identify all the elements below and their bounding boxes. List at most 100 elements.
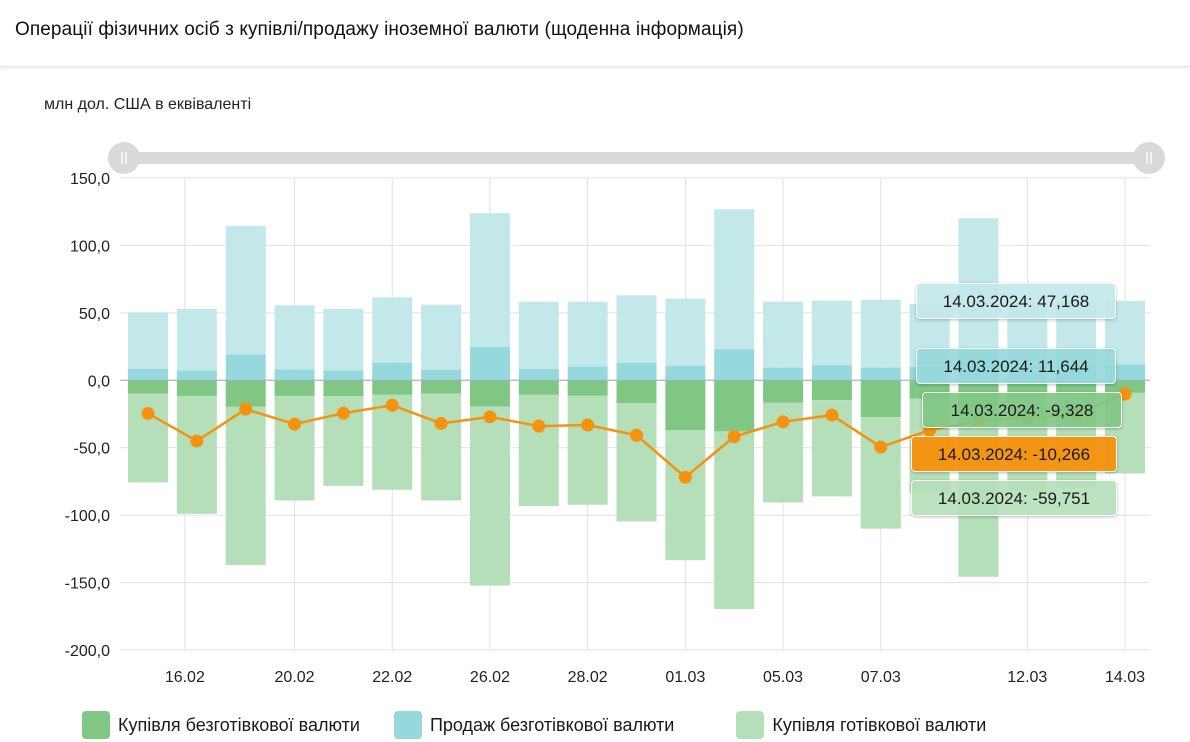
- bar-segment: [128, 368, 168, 381]
- bar-segment: [811, 380, 852, 401]
- bar-segment: [323, 308, 364, 371]
- legend-swatch: [736, 711, 765, 739]
- bar-segment: [860, 367, 901, 381]
- y-tick-label: 0,0: [88, 373, 110, 390]
- x-tick-label: 20.02: [275, 669, 315, 686]
- net-line-point: [434, 416, 448, 430]
- bar-segment: [176, 370, 217, 381]
- net-line-point: [727, 430, 741, 444]
- net-line-point: [190, 434, 204, 448]
- tooltip-box: 14.03.2024: 11,644: [916, 348, 1116, 384]
- x-tick-label: 01.03: [665, 669, 705, 686]
- bar-segment: [421, 369, 462, 381]
- bar-segment: [665, 380, 706, 431]
- y-tick-label: 150,0: [70, 171, 110, 188]
- bar-segment: [128, 380, 168, 394]
- bar-segment: [567, 366, 608, 381]
- bar-segment: [323, 370, 364, 381]
- bar-segment: [714, 349, 755, 381]
- bar-segment: [128, 312, 168, 369]
- bar-segment: [469, 213, 510, 347]
- legend-swatch: [393, 711, 422, 739]
- net-line-point: [874, 440, 888, 454]
- net-line-point: [141, 406, 155, 420]
- bar-segment: [616, 403, 657, 522]
- bar-segment: [225, 406, 266, 566]
- y-axis-unit-label: млн дол. США в еквіваленті: [44, 96, 252, 113]
- bar-segment: [616, 380, 657, 404]
- legend-item-cashless-buy[interactable]: Купівля безготівкової валюти: [82, 711, 360, 739]
- bar-segment: [372, 297, 413, 363]
- bar-segment: [518, 301, 559, 369]
- bar-segment: [567, 395, 608, 505]
- x-tick-label: 07.03: [861, 669, 901, 686]
- bar-segment: [225, 380, 266, 407]
- page-header: Операції фізичних осіб з купівлі/продажу…: [0, 0, 1190, 67]
- bar-segment: [274, 305, 315, 370]
- bar-segment: [567, 301, 608, 367]
- bar-segment: [860, 417, 901, 529]
- bar-segment: [225, 354, 266, 381]
- net-line-point: [678, 470, 692, 484]
- bar-segment: [714, 209, 755, 350]
- y-tick-label: 100,0: [70, 238, 110, 255]
- x-tick-label: 12.03: [1007, 669, 1047, 686]
- y-tick-label: -200,0: [65, 643, 110, 660]
- bar-segment: [518, 380, 559, 395]
- bar-segment: [225, 225, 266, 355]
- x-tick-label: 14.03: [1105, 669, 1145, 686]
- y-tick-label: -150,0: [65, 576, 110, 593]
- bar-segment: [469, 406, 510, 586]
- bar-segment: [665, 298, 706, 366]
- page-title: Операції фізичних осіб з купівлі/продажу…: [15, 19, 744, 40]
- bar-segment: [372, 362, 413, 381]
- bar-segment: [860, 299, 901, 368]
- tooltip-box: 14.03.2024: -59,751: [911, 480, 1117, 516]
- x-tick-label: 16.02: [165, 669, 205, 686]
- y-axis: 150,0 100,0 50,0 0,0 -50,0 -100,0 -150,0 -200,0: [65, 171, 110, 660]
- bar-segment: [274, 369, 315, 381]
- bar-segment: [763, 301, 804, 368]
- y-tick-label: 50,0: [79, 306, 110, 323]
- x-tick-label: 22.02: [372, 669, 412, 686]
- legend-item-cash-buy[interactable]: Купівля готівкової валюти: [736, 711, 986, 739]
- bar-segment: [274, 380, 315, 396]
- bar-segment: [323, 380, 364, 397]
- bar-segment: [176, 308, 217, 371]
- net-line-point: [385, 398, 399, 412]
- bar-segment: [860, 380, 901, 418]
- bar-segment: [421, 380, 462, 394]
- bar-segment: [518, 368, 559, 381]
- bar-segment: [763, 367, 804, 381]
- bar-segment: [176, 380, 217, 396]
- net-line-point: [630, 428, 643, 442]
- bar-segment: [274, 395, 315, 501]
- net-line-point: [825, 408, 839, 422]
- net-line-point: [336, 406, 350, 420]
- range-slider-track[interactable]: [124, 152, 1149, 164]
- legend-item-cashless-sell[interactable]: Продаж безготівкової валюти: [393, 711, 675, 739]
- bar-segment: [811, 300, 852, 366]
- net-line-point: [581, 418, 595, 432]
- bar-segment: [421, 304, 462, 370]
- x-tick-label: 26.02: [470, 669, 510, 686]
- bar-segment: [811, 365, 852, 381]
- bar-segment: [469, 346, 510, 381]
- bar-segment: [714, 380, 755, 432]
- bar-segment: [616, 295, 657, 363]
- y-tick-label: -100,0: [65, 508, 110, 525]
- net-line-point: [239, 402, 253, 416]
- bar-segment: [469, 380, 510, 407]
- bar-segment: [665, 365, 706, 381]
- bar-segment: [567, 380, 608, 396]
- bar-segment: [665, 430, 706, 561]
- range-slider-left-handle[interactable]: [108, 142, 140, 174]
- legend-swatch: [82, 711, 110, 739]
- bar-segment: [421, 393, 462, 501]
- x-tick-label: 28.02: [568, 669, 608, 686]
- bar-segment: [763, 380, 804, 403]
- legend-label: Продаж безготівкової валюти: [429, 714, 675, 735]
- range-slider-right-handle[interactable]: [1133, 142, 1165, 174]
- net-line-point: [532, 419, 546, 433]
- legend-label: Купівля готівкової валюти: [772, 714, 987, 735]
